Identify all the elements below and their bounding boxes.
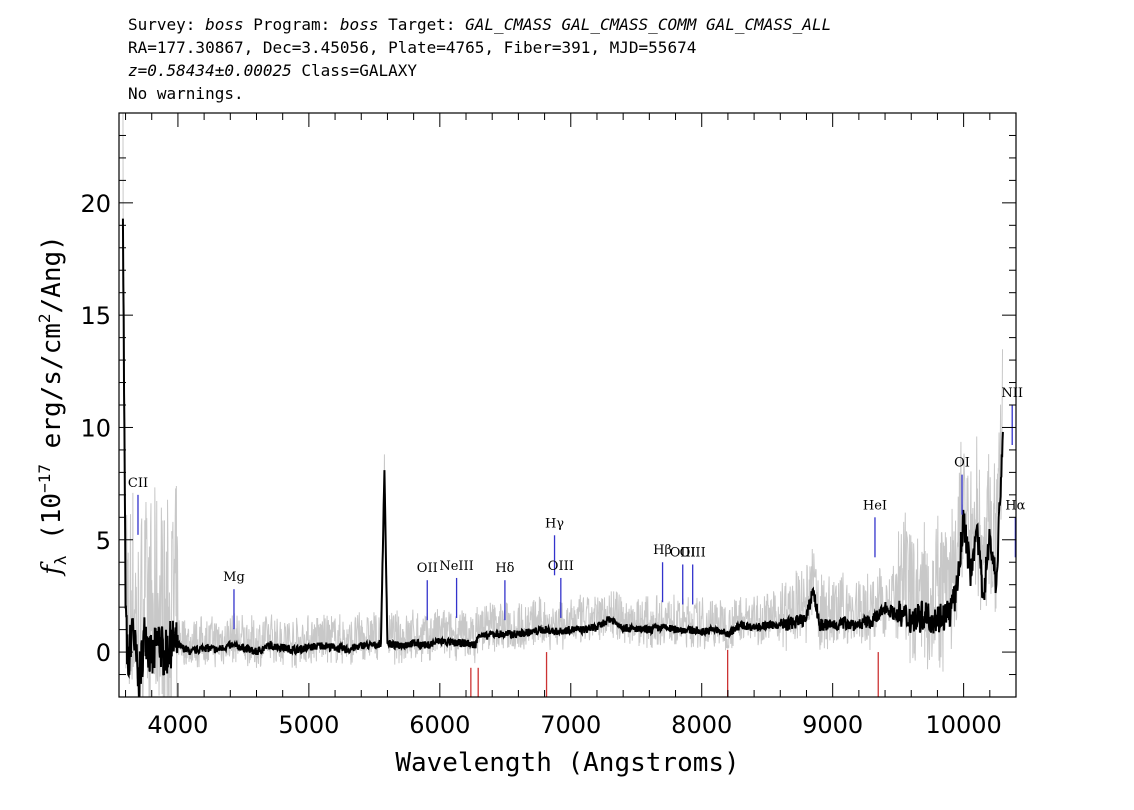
redshift-value: z=0.58434±0.00025 <box>128 61 292 80</box>
emission-label: Hβ <box>653 543 672 558</box>
emission-label: Mg <box>223 570 245 585</box>
program-label: Program: <box>243 15 340 34</box>
x-tick-label: 5000 <box>278 711 339 739</box>
x-tick-label: 4000 <box>147 711 208 739</box>
noise-line <box>122 113 1004 697</box>
x-tick-label: 9000 <box>802 711 863 739</box>
y-tick-label: 10 <box>80 414 111 442</box>
emission-label: OII <box>417 561 438 576</box>
emission-label: HeI <box>863 498 887 513</box>
target-value: GAL_CMASS GAL_CMASS_COMM GAL_CMASS_ALL <box>465 15 832 34</box>
emission-label: NII <box>1001 386 1023 401</box>
x-tick-label: 6000 <box>409 711 470 739</box>
header-line-3: z=0.58434±0.00025 Class=GALAXY <box>128 60 417 82</box>
x-axis-title: Wavelength (Angstroms) <box>395 748 739 778</box>
emission-label: OI <box>954 456 970 471</box>
emission-label: OIII <box>680 545 706 560</box>
x-tick-label: 8000 <box>671 711 732 739</box>
spectrum-line <box>121 218 1004 697</box>
survey-label: Survey: <box>128 15 206 34</box>
emission-label: CII <box>128 476 148 491</box>
emission-label: Hδ <box>495 561 514 576</box>
y-tick-label: 20 <box>80 190 111 218</box>
emission-label: OIII <box>548 559 574 574</box>
x-tick-label: 10000 <box>925 711 1001 739</box>
noise-band <box>122 113 1004 697</box>
y-tick-label: 15 <box>80 302 111 330</box>
emission-label: OIII <box>670 545 696 560</box>
y-axis-title: fλ (10−17 erg/s/cm2/Ang) <box>35 235 70 577</box>
axis-ticks: 4000 5000 6000 7000 8000 9000 10000 0 5 10 15 20 <box>80 113 1017 739</box>
x-tick-label: 7000 <box>540 711 601 739</box>
header-line-1: Survey: boss Program: boss Target: GAL_C… <box>128 14 831 36</box>
spectrum-series <box>121 218 1004 697</box>
target-label: Target: <box>378 15 466 34</box>
emission-label: Hγ <box>545 516 564 531</box>
class-value: Class=GALAXY <box>291 61 417 80</box>
header-line-2: RA=177.30867, Dec=3.45056, Plate=4765, F… <box>128 38 697 57</box>
program-value: boss <box>339 15 379 34</box>
y-tick-label: 0 <box>96 639 111 667</box>
warnings-text: No warnings. <box>128 84 244 103</box>
emission-label: NeIII <box>439 559 473 574</box>
y-tick-label: 5 <box>96 527 111 555</box>
survey-value: boss <box>205 15 244 34</box>
